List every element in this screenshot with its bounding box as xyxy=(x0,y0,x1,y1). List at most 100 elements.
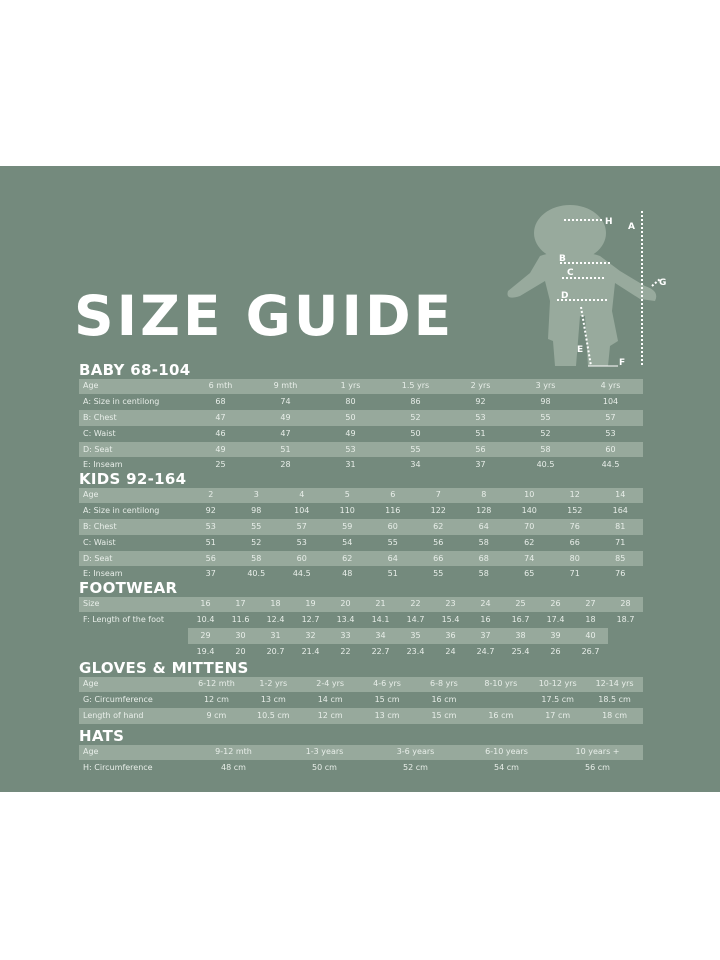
table-cell: 47 xyxy=(280,428,291,438)
table-cell: 3 xyxy=(233,488,279,504)
table-cell: 17 cm xyxy=(529,708,587,724)
table-cell: 55 xyxy=(513,410,578,426)
table-cell: 57 xyxy=(578,410,643,426)
table-cell: 17 xyxy=(223,597,258,613)
table-cell: 24.7 xyxy=(476,646,495,656)
table-cell: 12 cm xyxy=(301,708,359,724)
row-label xyxy=(79,628,188,644)
table-cell: 152 xyxy=(567,506,583,516)
row-label: A: Size in centilong xyxy=(83,506,160,516)
table-cell: 12-14 yrs xyxy=(586,677,643,693)
table-cell: 53 xyxy=(605,428,616,438)
table-cell: 3-6 years xyxy=(370,745,461,761)
table-cell: 13.4 xyxy=(336,615,355,625)
table-cell: 104 xyxy=(294,506,310,516)
table-cell: 18 xyxy=(585,615,596,625)
table-row: B: Chest 53 55 57 59 60 62 64 70 76 81 xyxy=(79,519,643,535)
table-cell: 53 xyxy=(188,519,234,535)
table-cell xyxy=(608,644,643,660)
table-cell: 62 xyxy=(415,519,461,535)
page-title: SIZE GUIDE xyxy=(74,284,455,348)
table-cell: 20.7 xyxy=(266,646,285,656)
table-cell: 18 xyxy=(258,597,293,613)
table-cell: 51 xyxy=(205,537,216,547)
table-cell: 4 yrs xyxy=(578,379,643,395)
table-cell: 28 xyxy=(608,597,643,613)
table-cell: 50 xyxy=(318,410,383,426)
table-cell: 51 xyxy=(253,441,318,458)
table-cell: 23 xyxy=(433,597,468,613)
table-cell: 31 xyxy=(345,460,356,470)
table-cell: 38 xyxy=(503,628,538,644)
baby-table: Age 6 mth 9 mth 1 yrs 1.5 yrs 2 yrs 3 yrs 4 yrs… xyxy=(79,379,643,474)
table-cell: 6 xyxy=(370,488,416,504)
label-c: C xyxy=(567,268,574,278)
table-cell: 70 xyxy=(506,519,552,535)
table-cell: 98 xyxy=(251,506,262,516)
table-cell: 2 xyxy=(188,488,234,504)
table-cell: 62 xyxy=(324,550,370,567)
table-cell: 9 mth xyxy=(253,379,318,395)
table-cell: 74 xyxy=(506,550,552,567)
kids-table: Age 2 3 4 5 6 7 8 10 12 14 A: Size in centilong 92 98… xyxy=(79,488,643,583)
table-cell: 2-4 yrs xyxy=(301,677,359,693)
table-cell: 25 xyxy=(215,460,226,470)
table-cell: 20 xyxy=(328,597,363,613)
kids-section: KIDS 92-164 Age 2 3 4 5 6 7 8 10 12 14 A: Size in c… xyxy=(79,471,643,583)
row-label: Age xyxy=(79,677,188,693)
table-cell: 1.5 yrs xyxy=(383,379,448,395)
table-cell: 9 cm xyxy=(188,708,245,724)
table-cell: 53 xyxy=(296,537,307,547)
table-row: Age 6-12 mth 1-2 yrs 2-4 yrs 4-6 yrs 6-8 yrs 8… xyxy=(79,677,643,693)
table-cell: 14 xyxy=(597,488,643,504)
table-cell: 60 xyxy=(578,441,643,458)
table-cell: 40.5 xyxy=(247,569,266,579)
table-cell: 47 xyxy=(188,410,253,426)
row-label: Size xyxy=(79,597,188,613)
table-cell: 27 xyxy=(573,597,608,613)
table-cell: 49 xyxy=(188,441,253,458)
table-cell: 22 xyxy=(340,646,351,656)
table-row: F: Length of the foot 10.4 11.6 12.4 12.7 13.… xyxy=(79,612,643,628)
row-label xyxy=(79,644,188,660)
table-cell: 51 xyxy=(475,428,486,438)
table-cell: 23.4 xyxy=(406,646,425,656)
table-cell: 11.6 xyxy=(231,615,250,625)
table-cell: 6-12 mth xyxy=(188,677,245,693)
table-cell: 60 xyxy=(279,550,325,567)
table-cell: 14.7 xyxy=(406,615,425,625)
table-cell: 58 xyxy=(478,537,489,547)
table-cell: 164 xyxy=(612,506,628,516)
table-row: B: Chest 47 49 50 52 53 55 57 xyxy=(79,410,643,426)
hats-table: Age 9-12 mth 1-3 years 3-6 years 6-10 years 1… xyxy=(79,745,643,777)
table-cell: 1-3 years xyxy=(279,745,370,761)
table-row: Age 2 3 4 5 6 7 8 10 12 14 xyxy=(79,488,643,504)
table-cell: 32 xyxy=(293,628,328,644)
table-cell xyxy=(608,628,643,644)
row-label: E: Inseam xyxy=(83,460,123,470)
table-cell: 16 xyxy=(480,615,491,625)
label-a: A xyxy=(628,222,635,232)
label-f: F xyxy=(619,358,625,368)
table-cell: 85 xyxy=(597,550,643,567)
table-cell: 74 xyxy=(280,397,291,407)
row-label: B: Chest xyxy=(79,410,188,426)
table-cell: 49 xyxy=(345,428,356,438)
baby-heading: BABY 68-104 xyxy=(79,361,191,379)
table-cell: 15 cm xyxy=(374,695,400,705)
table-cell: 16 xyxy=(188,597,223,613)
table-row: H: Circumference 48 cm 50 cm 52 cm 54 cm 56 c… xyxy=(79,760,643,776)
gloves-section: GLOVES & MITTENS Age 6-12 mth 1-2 yrs 2-4 y… xyxy=(79,660,643,724)
table-cell: 52 cm xyxy=(403,763,428,773)
hats-section: HATS Age 9-12 mth 1-3 years 3-6 years 6-10 y… xyxy=(79,728,643,777)
row-label: E: Inseam xyxy=(83,569,123,579)
table-cell: 64 xyxy=(461,519,507,535)
table-cell: 10 xyxy=(506,488,552,504)
table-cell: 24 xyxy=(445,646,456,656)
table-cell: 39 xyxy=(538,628,573,644)
table-cell: 1 yrs xyxy=(318,379,383,395)
table-cell: 4 xyxy=(279,488,325,504)
table-row: A: Size in centilong 68 74 80 86 92 98 104 xyxy=(79,394,643,410)
label-g: G xyxy=(659,278,666,288)
table-cell: 80 xyxy=(345,397,356,407)
